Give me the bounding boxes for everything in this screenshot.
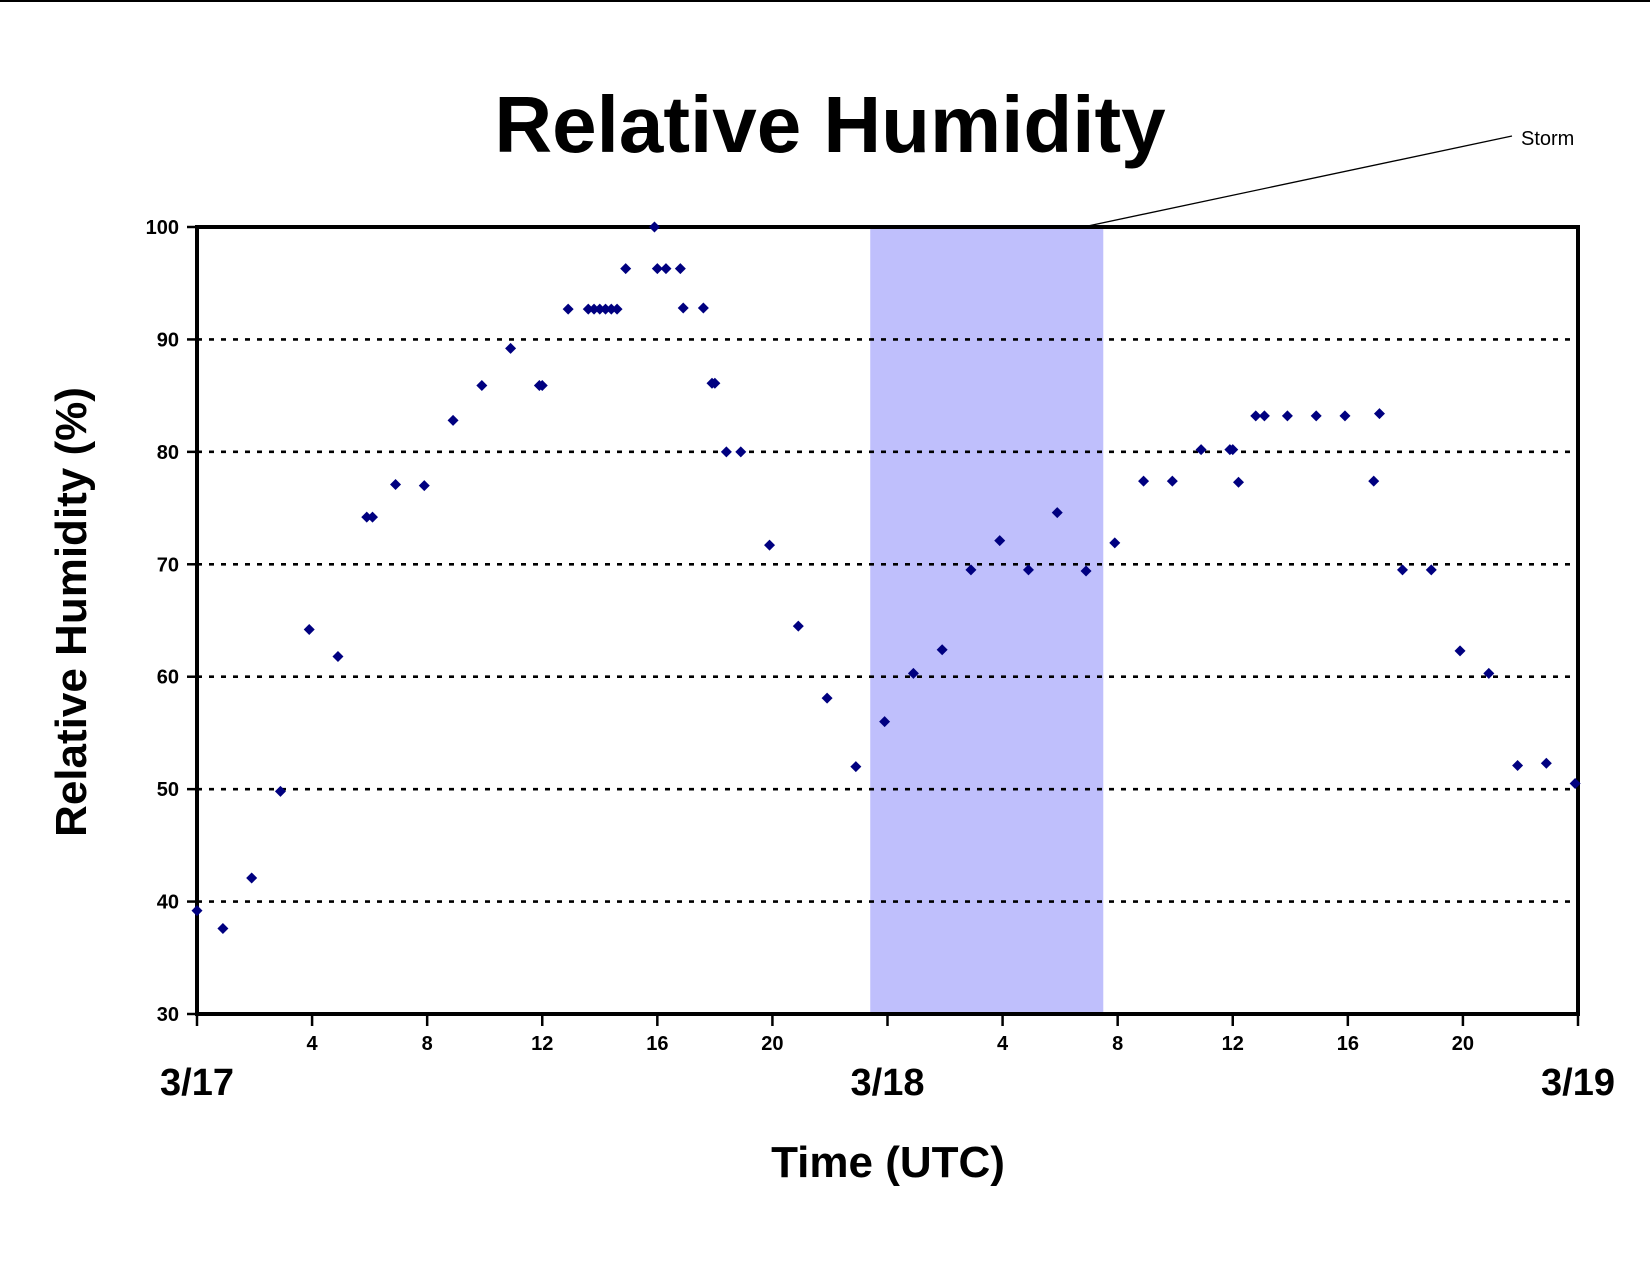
x-tick-label: 12 — [1222, 1033, 1244, 1055]
x-tick-label: 20 — [761, 1033, 783, 1055]
data-point — [1425, 564, 1437, 576]
data-point — [367, 511, 379, 523]
data-point — [1310, 410, 1322, 422]
y-tick-label: 70 — [157, 554, 179, 576]
y-tick-label: 40 — [157, 892, 179, 914]
data-point — [660, 263, 672, 275]
y-tick-label: 90 — [157, 329, 179, 351]
data-point — [677, 302, 689, 314]
storm-annotation-label: Storm — [1521, 128, 1574, 150]
data-point — [1109, 537, 1121, 549]
data-point — [965, 564, 977, 576]
data-point — [821, 692, 833, 704]
data-point — [1368, 475, 1380, 487]
data-point — [1339, 410, 1351, 422]
data-point — [792, 620, 804, 632]
data-point — [274, 785, 286, 797]
data-point — [1512, 760, 1524, 772]
data-point — [246, 872, 258, 884]
data-point — [1233, 476, 1245, 488]
x-tick-label: 4 — [307, 1033, 319, 1055]
x-date-label: 3/18 — [851, 1062, 925, 1104]
data-point — [390, 478, 402, 490]
y-tick-label: 30 — [157, 1004, 179, 1026]
data-point — [1051, 507, 1063, 519]
data-point — [674, 263, 686, 275]
data-point — [217, 923, 229, 935]
data-point — [697, 302, 709, 314]
data-point — [1396, 564, 1408, 576]
storm-shaded-region — [870, 227, 1104, 1014]
data-point — [303, 623, 315, 635]
data-point — [1166, 475, 1178, 487]
x-tick-label: 8 — [1112, 1033, 1123, 1055]
x-tick-label: 20 — [1452, 1033, 1474, 1055]
x-date-label: 3/19 — [1541, 1062, 1615, 1104]
data-point — [720, 446, 732, 458]
data-point — [447, 414, 459, 426]
data-point — [361, 511, 373, 523]
data-point — [850, 761, 862, 773]
x-tick-label: 12 — [531, 1033, 553, 1055]
data-point — [1454, 645, 1466, 657]
data-point — [1258, 410, 1270, 422]
data-point — [505, 342, 517, 354]
data-point — [582, 303, 594, 315]
data-point — [1227, 444, 1239, 456]
data-point — [764, 539, 776, 551]
y-axis-label: Relative Humidity (%) — [47, 387, 96, 837]
data-point — [735, 446, 747, 458]
data-point — [588, 303, 600, 315]
data-point — [332, 650, 344, 662]
data-point — [709, 377, 721, 389]
data-point — [1483, 667, 1495, 679]
data-point — [651, 263, 663, 275]
x-tick-label: 16 — [646, 1033, 668, 1055]
y-tick-label: 60 — [157, 667, 179, 689]
data-point — [562, 303, 574, 315]
data-point — [1540, 757, 1552, 769]
data-point — [1250, 410, 1262, 422]
data-point — [907, 667, 919, 679]
data-point — [1022, 564, 1034, 576]
data-point — [936, 644, 948, 656]
data-point — [600, 303, 612, 315]
data-point — [611, 303, 623, 315]
data-point — [594, 303, 606, 315]
data-point — [476, 380, 488, 392]
data-point — [536, 380, 548, 392]
plot-area: 30 40 50 60 70 80 90 100 4 8 12 16 20 4 8 12 16 20 3/17 3/1… — [146, 217, 1615, 1104]
data-point — [648, 221, 660, 233]
x-tick-label: 4 — [997, 1033, 1009, 1055]
data-point — [879, 716, 891, 728]
data-point — [1569, 778, 1581, 790]
data-point — [418, 480, 430, 492]
chart-title: Relative Humidity — [494, 80, 1166, 169]
data-point — [994, 535, 1006, 547]
x-date-label: 3/17 — [160, 1062, 234, 1104]
x-tick-label: 8 — [422, 1033, 433, 1055]
data-point — [1195, 444, 1207, 456]
data-point — [191, 905, 203, 917]
storm-annotation-leader — [1083, 135, 1513, 228]
x-tick-label: 16 — [1337, 1033, 1359, 1055]
data-point — [1138, 475, 1150, 487]
data-point — [620, 263, 632, 275]
data-point — [605, 303, 617, 315]
data-point — [1281, 410, 1293, 422]
y-tick-label: 80 — [157, 442, 179, 464]
data-point — [1080, 565, 1092, 577]
data-point — [1373, 408, 1385, 420]
x-axis-label: Time (UTC) — [771, 1138, 1005, 1187]
y-tick-label: 100 — [146, 217, 179, 239]
y-tick-label: 50 — [157, 779, 179, 801]
